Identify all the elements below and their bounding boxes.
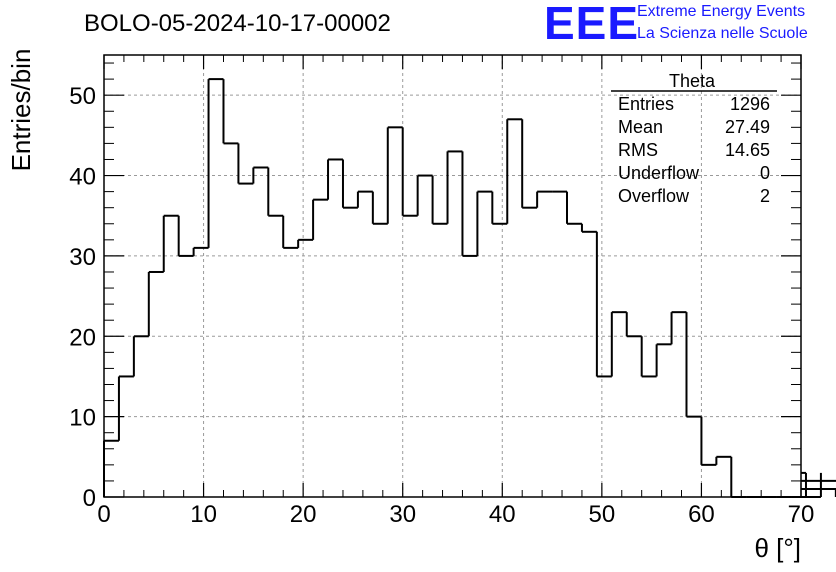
y-tick-label: 40	[69, 164, 96, 191]
x-tick-label: 0	[97, 501, 110, 528]
y-tick-label: 30	[69, 244, 96, 271]
stats-value: 2	[760, 186, 770, 206]
stats-label: Mean	[618, 117, 663, 137]
stats-label: Entries	[618, 94, 674, 114]
x-tick-label: 10	[190, 501, 217, 528]
x-tick-labels: 0 10 20 30 40 50 60 70	[97, 501, 814, 528]
y-tick-label: 20	[69, 324, 96, 351]
stats-box: Theta Entries 1296 Mean 27.49 RMS 14.65 Underf…	[611, 71, 777, 206]
logo-subtitle-2: La Scienza nelle Scuole	[637, 25, 808, 42]
y-tick-label: 0	[83, 485, 96, 512]
x-tick-label: 50	[589, 501, 616, 528]
y-axis-label: Entries/bin	[6, 49, 36, 172]
stats-value: 0	[760, 163, 770, 183]
logo-subtitle-1: Extreme Energy Events	[637, 3, 806, 20]
stats-label: Underflow	[618, 163, 700, 183]
y-tick-label: 50	[69, 83, 96, 110]
x-tick-label: 60	[688, 501, 715, 528]
y-tick-label: 10	[69, 405, 96, 432]
chart-title: BOLO-05-2024-10-17-00002	[84, 10, 391, 37]
grid-lines	[104, 55, 801, 497]
stats-value: 1296	[730, 94, 770, 114]
axis-ticks	[103, 55, 802, 498]
stats-title: Theta	[669, 71, 716, 91]
stats-label: RMS	[618, 140, 658, 160]
x-tick-label: 70	[788, 501, 815, 528]
stats-value: 27.49	[725, 117, 770, 137]
stats-label: Overflow	[618, 186, 690, 206]
x-axis-label: θ [°]	[754, 533, 801, 563]
y-tick-labels: 0 10 20 30 40 50	[69, 83, 96, 512]
x-tick-label: 20	[290, 501, 317, 528]
stats-value: 14.65	[725, 140, 770, 160]
eee-logo: EEE	[544, 0, 640, 49]
plot-frame	[103, 54, 802, 498]
x-tick-label: 40	[489, 501, 516, 528]
x-tick-label: 30	[389, 501, 416, 528]
